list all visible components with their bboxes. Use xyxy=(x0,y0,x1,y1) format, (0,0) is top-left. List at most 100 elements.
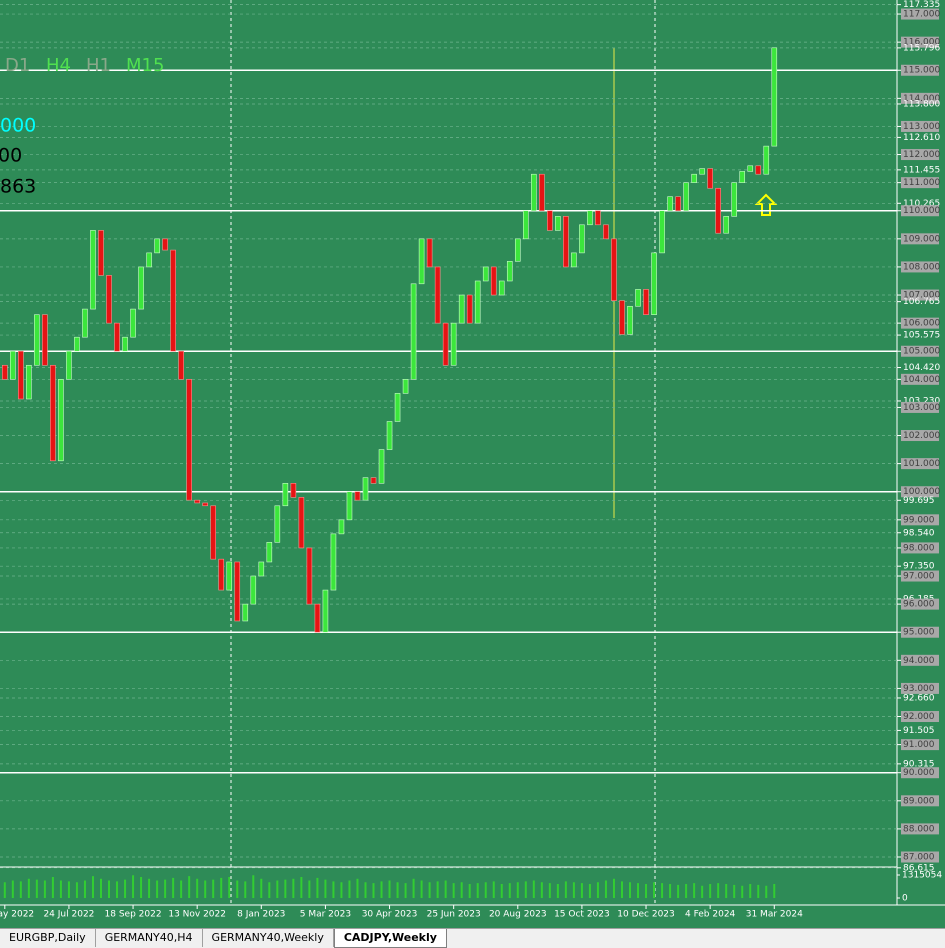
level-label-box xyxy=(901,373,939,385)
y-tick-label: 113.800 xyxy=(903,99,940,109)
level-label-box xyxy=(901,289,939,301)
candle-body xyxy=(258,561,265,577)
candle-body xyxy=(98,230,104,276)
y-tick-label: 101.000 xyxy=(903,459,940,469)
y-tick-label: 98.000 xyxy=(903,543,935,553)
candle-body xyxy=(523,210,529,240)
candle-body xyxy=(306,547,313,605)
candle-body xyxy=(138,266,144,310)
candle-body xyxy=(170,249,176,352)
candle-body xyxy=(226,561,233,591)
level-label-box xyxy=(901,514,939,526)
candle-body xyxy=(58,379,64,462)
level-label-box xyxy=(901,711,939,723)
level-label-box xyxy=(901,542,939,554)
candle-body xyxy=(442,322,449,366)
candle-body xyxy=(178,350,184,380)
candle-body xyxy=(426,238,433,268)
candle-body xyxy=(539,173,545,212)
marks xyxy=(2,47,778,633)
level-label-box xyxy=(901,8,939,20)
timeframe-label: H4 xyxy=(46,55,71,76)
y-tick-label: 105.000 xyxy=(903,347,940,357)
level-label-box xyxy=(901,64,939,76)
y-tick-label: 111.000 xyxy=(903,178,940,188)
y-tick-label: 115.796 xyxy=(903,43,940,53)
plot-background xyxy=(0,0,897,866)
candle-body xyxy=(202,502,208,507)
candle-body xyxy=(26,364,32,400)
candle-body xyxy=(370,477,377,484)
y-tick-label: 108.000 xyxy=(903,262,940,272)
y-tick-label: 99.695 xyxy=(903,496,935,506)
tab-active[interactable]: CADJPY,Weekly xyxy=(333,929,447,948)
candle-body xyxy=(659,210,665,254)
y-tick-label: 92.000 xyxy=(903,712,935,722)
x-tick-label: 20 Aug 2023 xyxy=(489,910,547,920)
candle-body xyxy=(338,519,345,535)
candle-body xyxy=(66,350,72,380)
y-tick-label: 114.000 xyxy=(903,94,940,104)
candle-body xyxy=(498,280,505,296)
candle-body xyxy=(619,300,625,335)
candle-body xyxy=(282,482,289,507)
candle-body xyxy=(82,308,88,338)
y-tick-label: 104.000 xyxy=(903,375,940,385)
y-tick-label: 94.000 xyxy=(903,656,935,666)
level-label-box xyxy=(901,345,939,357)
level-label-box xyxy=(901,654,939,666)
candle-body xyxy=(571,252,577,268)
tab[interactable]: GERMANY40,H4 xyxy=(96,929,203,947)
y-tick-label: 106.765 xyxy=(903,297,940,307)
timeframe-label: H1 xyxy=(86,55,111,76)
candle-body xyxy=(739,171,746,183)
candle-body xyxy=(755,165,762,175)
y-tick-label: 90.000 xyxy=(903,768,935,778)
candle-body xyxy=(579,224,585,254)
tab[interactable]: GERMANY40,Weekly xyxy=(203,929,334,947)
y-tick-label: 98.540 xyxy=(903,528,935,538)
level-label-box xyxy=(901,149,939,161)
x-tick-label: 10 Dec 2023 xyxy=(617,910,675,920)
candle-body xyxy=(635,289,641,307)
overlay-text: 863 xyxy=(0,176,36,198)
y-tick-label: 110.265 xyxy=(903,199,940,209)
y-tick-label: 117.000 xyxy=(903,10,940,20)
candle-body xyxy=(563,216,569,268)
level-label-box xyxy=(901,120,939,132)
candle-body xyxy=(218,558,225,591)
level-label-box xyxy=(901,458,939,470)
x-tick-label: 13 Nov 2022 xyxy=(168,910,226,920)
level-label-box xyxy=(901,739,939,751)
candle-body xyxy=(450,322,457,366)
level-label-box xyxy=(901,823,939,835)
x-tick-label: 4 Feb 2024 xyxy=(685,910,736,920)
candle-body xyxy=(651,252,657,316)
candle-body xyxy=(675,196,681,212)
y-tick-label: 115.000 xyxy=(903,66,940,76)
level-label-box xyxy=(901,626,939,638)
tab[interactable]: EURGBP,Daily xyxy=(0,929,96,947)
y-tick-label: 104.420 xyxy=(903,363,940,373)
candle-body xyxy=(74,336,80,352)
candle-body xyxy=(723,216,729,234)
level-label-box xyxy=(901,177,939,189)
y-tick-label: 112.000 xyxy=(903,150,940,160)
candle-body xyxy=(130,308,136,338)
candle-body xyxy=(314,603,321,633)
candle-body xyxy=(531,173,537,212)
timeframe-label: M15 xyxy=(126,55,164,76)
candle-body xyxy=(587,210,593,226)
candle-body xyxy=(242,603,249,622)
volume-tick-label: 1315054 xyxy=(902,871,942,881)
y-tick-label: 103.000 xyxy=(903,403,940,413)
candle-body xyxy=(394,393,401,422)
candle-body xyxy=(10,350,16,380)
candle-body xyxy=(298,497,305,549)
candle-body xyxy=(106,275,112,324)
y-tick-label: 92.660 xyxy=(903,693,935,703)
y-tick-label: 89.000 xyxy=(903,796,935,806)
candle-body xyxy=(643,289,649,316)
y-tick-label: 110.000 xyxy=(903,206,940,216)
y-tick-label: 88.000 xyxy=(903,824,935,834)
